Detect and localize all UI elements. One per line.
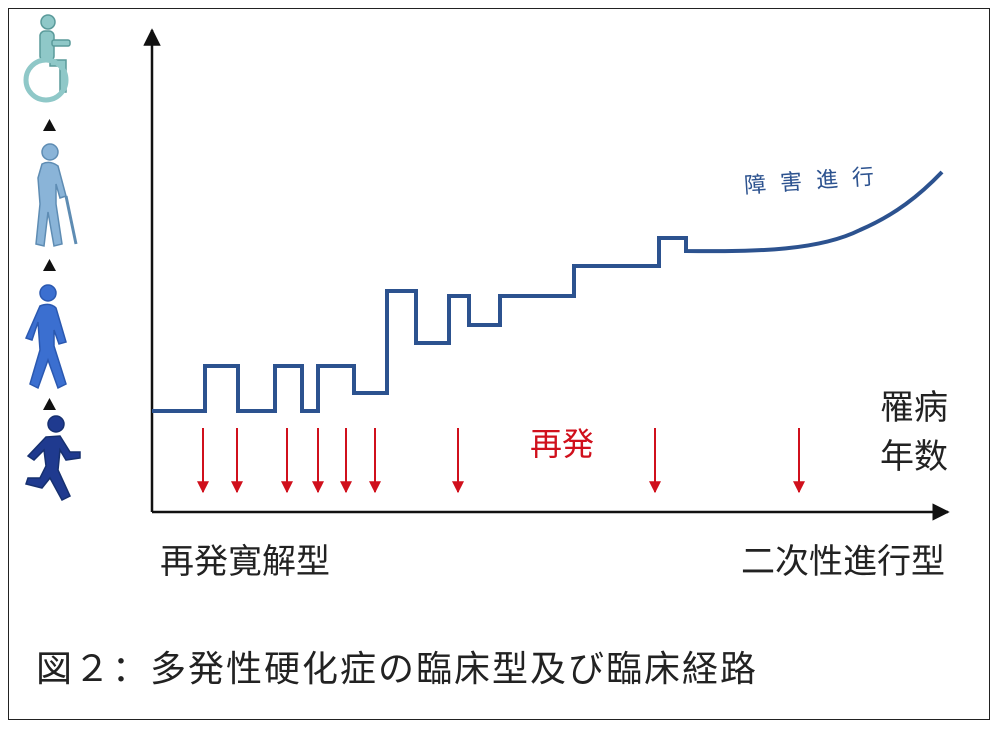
figure-frame [8, 8, 990, 720]
running-person-icon [25, 415, 81, 501]
disability-course-line [152, 170, 944, 413]
level-arrow-up [43, 259, 56, 271]
level-arrow-up [43, 398, 56, 410]
cane-walker-icon [35, 143, 78, 247]
illness-years-line1: 罹病 [880, 388, 948, 428]
figure-caption: 図２：多発性硬化症の臨床型及び臨床経路 [36, 649, 759, 690]
relapse-label: 再発 [530, 425, 595, 463]
illness-years-line2: 年数 [880, 437, 948, 478]
relapsing-remitting-label: 再発寛解型 [160, 542, 330, 582]
wheelchair-icon [23, 14, 71, 103]
walking-person-icon [24, 284, 67, 390]
illness-years-label: 罹病 年数 [880, 384, 948, 483]
secondary-progressive-label: 二次性進行型 [741, 542, 945, 582]
level-arrow-up [43, 119, 56, 131]
relapse-arrows [197, 428, 805, 494]
